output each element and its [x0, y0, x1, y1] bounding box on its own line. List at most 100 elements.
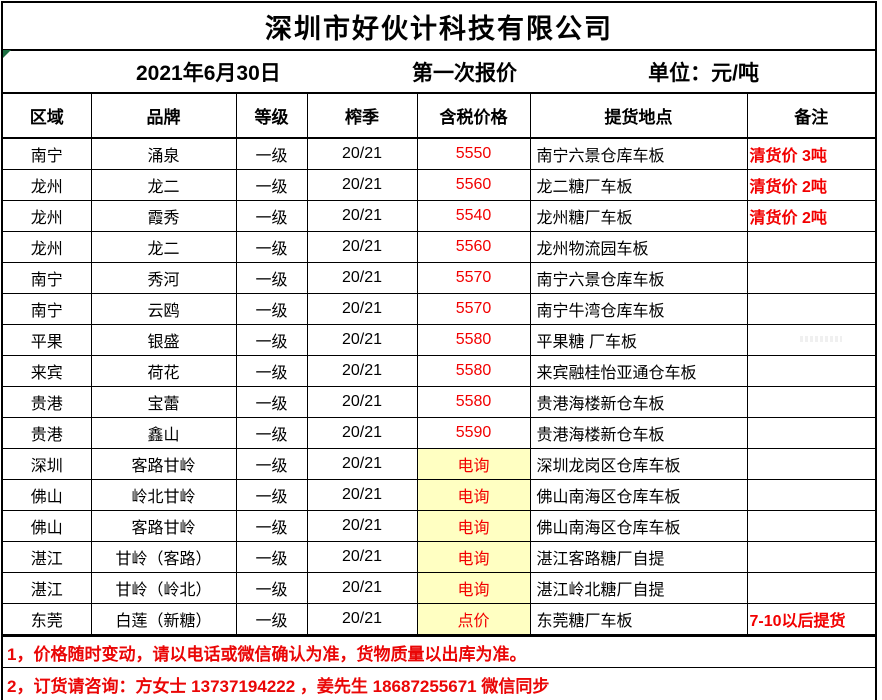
table-row: 东莞 白莲（新糖） 一级 20/21 点价 东莞糖厂车板 7-10以后提货: [1, 603, 877, 636]
grade-cell: 一级: [235, 541, 308, 573]
table-row: 平果 银盛 一级 20/21 5580 平果糖 厂车板: [1, 324, 877, 356]
region-cell: 平果: [1, 324, 92, 356]
region-cell: 贵港: [1, 417, 92, 449]
pickup-location-cell: 龙州物流园车板: [529, 231, 748, 263]
footer-note-row: 2，订货请咨询：方女士 13737194222 ，姜先生 18687255671…: [1, 667, 877, 700]
table-row: 南宁 秀河 一级 20/21 5570 南宁六景仓库车板: [1, 262, 877, 294]
region-cell: 南宁: [1, 137, 92, 170]
pickup-location-cell: 佛山南海区仓库车板: [529, 510, 748, 542]
unit-label: 单位：元/吨: [648, 61, 759, 85]
grade-cell: 一级: [235, 200, 308, 232]
price-cell: 5560: [416, 231, 531, 263]
region-cell: 龙州: [1, 231, 92, 263]
region-cell: 东莞: [1, 603, 92, 636]
price-cell: 电询: [416, 479, 531, 511]
note-cell: 清货价 3吨: [746, 137, 877, 170]
season-cell: 20/21: [306, 293, 418, 325]
note-cell: [746, 262, 877, 294]
season-cell: 20/21: [306, 448, 418, 480]
pickup-location-cell: 南宁六景仓库车板: [529, 137, 748, 170]
pickup-location-cell: 佛山南海区仓库车板: [529, 479, 748, 511]
pickup-location-cell: 贵港海楼新仓车板: [529, 417, 748, 449]
grade-cell: 一级: [235, 417, 308, 449]
grade-cell: 一级: [235, 324, 308, 356]
brand-cell: 龙二: [90, 231, 237, 263]
table-row: 佛山 客路甘岭 一级 20/21 电询 佛山南海区仓库车板: [1, 510, 877, 542]
table-row: 深圳 客路甘岭 一级 20/21 电询 深圳龙岗区仓库车板: [1, 448, 877, 480]
region-cell: 来宾: [1, 355, 92, 387]
pickup-location-cell: 南宁牛湾仓库车板: [529, 293, 748, 325]
region-cell: 湛江: [1, 541, 92, 573]
note-cell: 7-10以后提货: [746, 603, 877, 636]
region-cell: 佛山: [1, 479, 92, 511]
price-cell: 电询: [416, 448, 531, 480]
price-cell: 5580: [416, 355, 531, 387]
season-cell: 20/21: [306, 386, 418, 418]
table-row: 来宾 荷花 一级 20/21 5580 来宾融桂怡亚通仓车板: [1, 355, 877, 387]
price-cell: 点价: [416, 603, 531, 636]
note-cell: [746, 479, 877, 511]
region-cell: 佛山: [1, 510, 92, 542]
grade-cell: 一级: [235, 510, 308, 542]
season-cell: 20/21: [306, 200, 418, 232]
price-cell: 5580: [416, 324, 531, 356]
table-row: 湛江 甘岭（岭北） 一级 20/21 电询 湛江岭北糖厂自提: [1, 572, 877, 604]
column-header-location: 提货地点: [529, 92, 748, 139]
table-row: 贵港 宝蕾 一级 20/21 5580 贵港海楼新仓车板: [1, 386, 877, 418]
grade-cell: 一级: [235, 386, 308, 418]
footer-note-row: 1，价格随时变动，请以电话或微信确认为准，货物质量以出库为准。: [1, 634, 877, 668]
column-header-season: 榨季: [306, 92, 418, 139]
season-cell: 20/21: [306, 603, 418, 636]
season-cell: 20/21: [306, 572, 418, 604]
region-cell: 贵港: [1, 386, 92, 418]
brand-cell: 秀河: [90, 262, 237, 294]
pickup-location-cell: 平果糖 厂车板: [529, 324, 748, 356]
note-cell: [746, 572, 877, 604]
region-cell: 龙州: [1, 200, 92, 232]
footer-note-1: 1，价格随时变动，请以电话或微信确认为准，货物质量以出库为准。: [1, 634, 877, 668]
note-cell: [746, 293, 877, 325]
grade-cell: 一级: [235, 169, 308, 201]
column-header-region: 区域: [1, 92, 92, 139]
brand-cell: 龙二: [90, 169, 237, 201]
price-cell: 5580: [416, 386, 531, 418]
faint-watermark: [800, 336, 842, 342]
grade-cell: 一级: [235, 262, 308, 294]
table-row: 贵港 鑫山 一级 20/21 5590 贵港海楼新仓车板: [1, 417, 877, 449]
note-cell: [746, 386, 877, 418]
brand-cell: 岭北甘岭: [90, 479, 237, 511]
price-cell: 电询: [416, 510, 531, 542]
note-cell: 清货价 2吨: [746, 200, 877, 232]
pickup-location-cell: 龙州糖厂车板: [529, 200, 748, 232]
brand-cell: 客路甘岭: [90, 448, 237, 480]
quote-date: 2021年6月30日: [136, 61, 281, 85]
table-row: 湛江 甘岭（客路） 一级 20/21 电询 湛江客路糖厂自提: [1, 541, 877, 573]
season-cell: 20/21: [306, 137, 418, 170]
region-cell: 深圳: [1, 448, 92, 480]
subtitle-row: 2021年6月30日 第一次报价 单位：元/吨: [1, 49, 877, 94]
brand-cell: 鑫山: [90, 417, 237, 449]
note-cell: [746, 510, 877, 542]
brand-cell: 霞秀: [90, 200, 237, 232]
note-cell: [746, 231, 877, 263]
season-cell: 20/21: [306, 479, 418, 511]
column-header-grade: 等级: [235, 92, 308, 139]
grade-cell: 一级: [235, 137, 308, 170]
footer-note-2: 2，订货请咨询：方女士 13737194222 ，姜先生 18687255671…: [1, 667, 877, 700]
price-cell: 5550: [416, 137, 531, 170]
season-cell: 20/21: [306, 541, 418, 573]
grade-cell: 一级: [235, 603, 308, 636]
table-row: 龙州 龙二 一级 20/21 5560 龙二糖厂车板 清货价 2吨: [1, 169, 877, 201]
brand-cell: 涌泉: [90, 137, 237, 170]
region-cell: 湛江: [1, 572, 92, 604]
brand-cell: 客路甘岭: [90, 510, 237, 542]
pickup-location-cell: 南宁六景仓库车板: [529, 262, 748, 294]
season-cell: 20/21: [306, 324, 418, 356]
brand-cell: 银盛: [90, 324, 237, 356]
column-header-price: 含税价格: [416, 92, 531, 139]
brand-cell: 甘岭（岭北）: [90, 572, 237, 604]
brand-cell: 云鸥: [90, 293, 237, 325]
brand-cell: 甘岭（客路）: [90, 541, 237, 573]
subtitle-bar: 2021年6月30日 第一次报价 单位：元/吨: [3, 57, 875, 87]
